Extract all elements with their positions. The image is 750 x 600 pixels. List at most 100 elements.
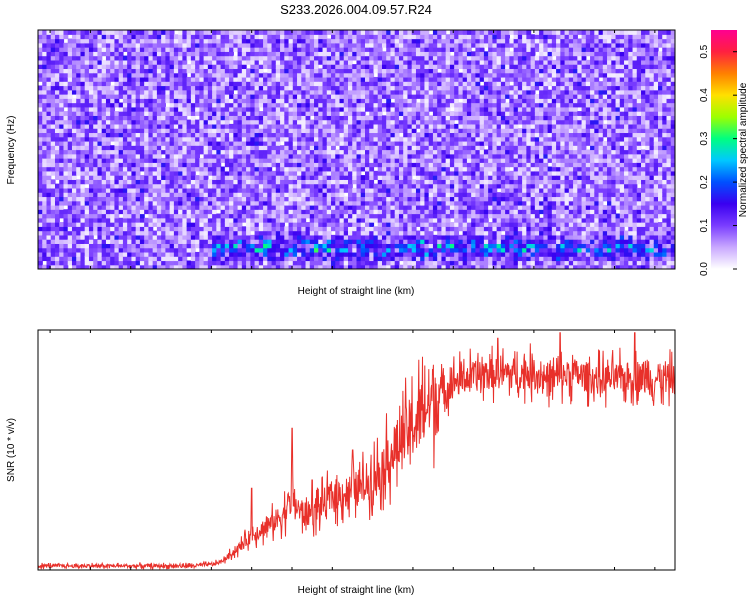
spectrogram-cell <box>203 140 209 146</box>
spectrogram-cell <box>314 76 319 82</box>
spectrogram-cell <box>110 55 116 61</box>
spectrogram-cell <box>88 47 94 52</box>
spectrogram-cell <box>186 123 192 129</box>
spectrogram-cell <box>335 162 341 168</box>
spectrogram-cell <box>63 136 69 142</box>
spectrogram-cell <box>161 30 166 35</box>
spectrogram-cell <box>343 136 349 142</box>
spectrogram-cell <box>326 81 332 87</box>
spectrogram-cell <box>54 51 60 57</box>
spectrogram-cell <box>250 136 256 142</box>
spectrogram-cell <box>284 89 290 95</box>
spectrogram-cell <box>71 123 77 129</box>
spectrogram-cell <box>54 175 60 180</box>
spectrogram-cell <box>224 30 230 35</box>
spectrogram-cell <box>59 200 65 206</box>
spectrogram-cell <box>186 51 192 57</box>
spectrogram-cell <box>237 72 243 78</box>
spectrogram-cell <box>127 76 133 82</box>
spectrogram-cell <box>101 106 107 112</box>
spectrogram-cell <box>203 89 209 95</box>
spectrogram-cell <box>420 183 426 189</box>
spectrogram-cell <box>144 72 150 78</box>
spectrogram-cell <box>403 55 409 61</box>
spectrogram-cell <box>390 149 396 155</box>
spectrogram-cell <box>386 85 392 91</box>
spectrogram-cell <box>173 230 179 236</box>
spectrogram-cell <box>364 123 370 129</box>
spectrogram-cell <box>195 136 200 142</box>
spectrogram-cell <box>97 55 103 61</box>
spectrogram-cell <box>131 213 137 219</box>
spectrogram-cell <box>212 192 217 198</box>
spectrogram-cell <box>356 59 362 65</box>
spectrogram-cell <box>173 89 179 95</box>
spectrogram-cell <box>97 153 103 159</box>
spectrogram-cell <box>305 30 311 35</box>
spectrogram-cell <box>271 239 277 244</box>
spectrogram-cell <box>46 158 52 163</box>
spectrogram-cell <box>369 234 375 240</box>
spectrogram-cell <box>254 226 260 232</box>
spectrogram-cell <box>263 234 268 240</box>
spectrogram-cell <box>390 200 396 206</box>
spectrogram-cell <box>76 179 82 185</box>
spectrogram-cell <box>54 158 60 163</box>
spectrogram-cell <box>105 59 111 65</box>
spectrogram-cell <box>186 140 192 146</box>
spectrogram-cell <box>280 98 285 104</box>
spectrogram-cell <box>263 132 268 138</box>
spectrogram-cell <box>364 175 370 180</box>
spectrogram-cell <box>318 94 324 99</box>
spectrogram-cell <box>275 230 281 236</box>
spectrogram-cell <box>309 166 315 172</box>
spectrogram-cell <box>258 170 264 176</box>
spectrogram-cell <box>360 140 366 146</box>
spectrogram-cell <box>84 59 90 65</box>
spectrogram-cell <box>305 106 311 112</box>
spectrogram-cell <box>118 256 124 262</box>
spectrogram-cell <box>348 59 353 65</box>
spectrogram-cell <box>110 94 116 99</box>
spectrogram-cell <box>288 243 294 249</box>
spectrogram-cell <box>161 247 166 253</box>
spectrogram-cell <box>216 98 222 104</box>
spectrogram-cell <box>394 170 400 176</box>
spectrogram-cell <box>322 196 328 202</box>
spectrogram-cell <box>301 42 307 48</box>
spectrogram-cell <box>284 175 290 180</box>
spectrogram-cell <box>38 145 43 151</box>
spectrogram-cell <box>373 34 379 40</box>
spectrogram-cell <box>377 204 383 210</box>
spectrogram-cell <box>122 111 128 116</box>
spectrogram-cell <box>292 243 298 249</box>
spectrogram-cell <box>309 162 315 168</box>
spectrogram-cell <box>288 102 294 108</box>
spectrogram-cell <box>114 59 120 65</box>
spectrogram-cell <box>267 243 273 249</box>
spectrogram-cell <box>386 140 392 146</box>
spectrogram-cell <box>46 179 52 185</box>
spectrogram-cell <box>241 166 247 172</box>
spectrogram-cell <box>326 166 332 172</box>
spectrogram-cell <box>199 81 205 87</box>
spectrogram-cell <box>84 51 90 57</box>
spectrogram-cell <box>407 153 413 159</box>
spectrogram-cell <box>216 239 222 244</box>
spectrogram-cell <box>356 260 362 266</box>
spectrogram-cell <box>131 68 137 74</box>
spectrogram-cell <box>250 234 256 240</box>
spectrogram-cell <box>182 183 188 189</box>
spectrogram-cell <box>390 115 396 121</box>
spectrogram-cell <box>216 175 222 180</box>
spectrogram-cell <box>110 38 116 44</box>
spectrogram-cell <box>305 59 311 65</box>
spectrogram-cell <box>398 209 404 215</box>
spectrogram-cell <box>152 230 158 236</box>
spectrogram-cell <box>258 260 264 266</box>
spectrogram-cell <box>144 128 150 134</box>
spectrogram-cell <box>54 213 60 219</box>
spectrogram-cell <box>135 102 141 108</box>
spectrogram-cell <box>373 149 379 155</box>
spectrogram-cell <box>224 217 230 223</box>
